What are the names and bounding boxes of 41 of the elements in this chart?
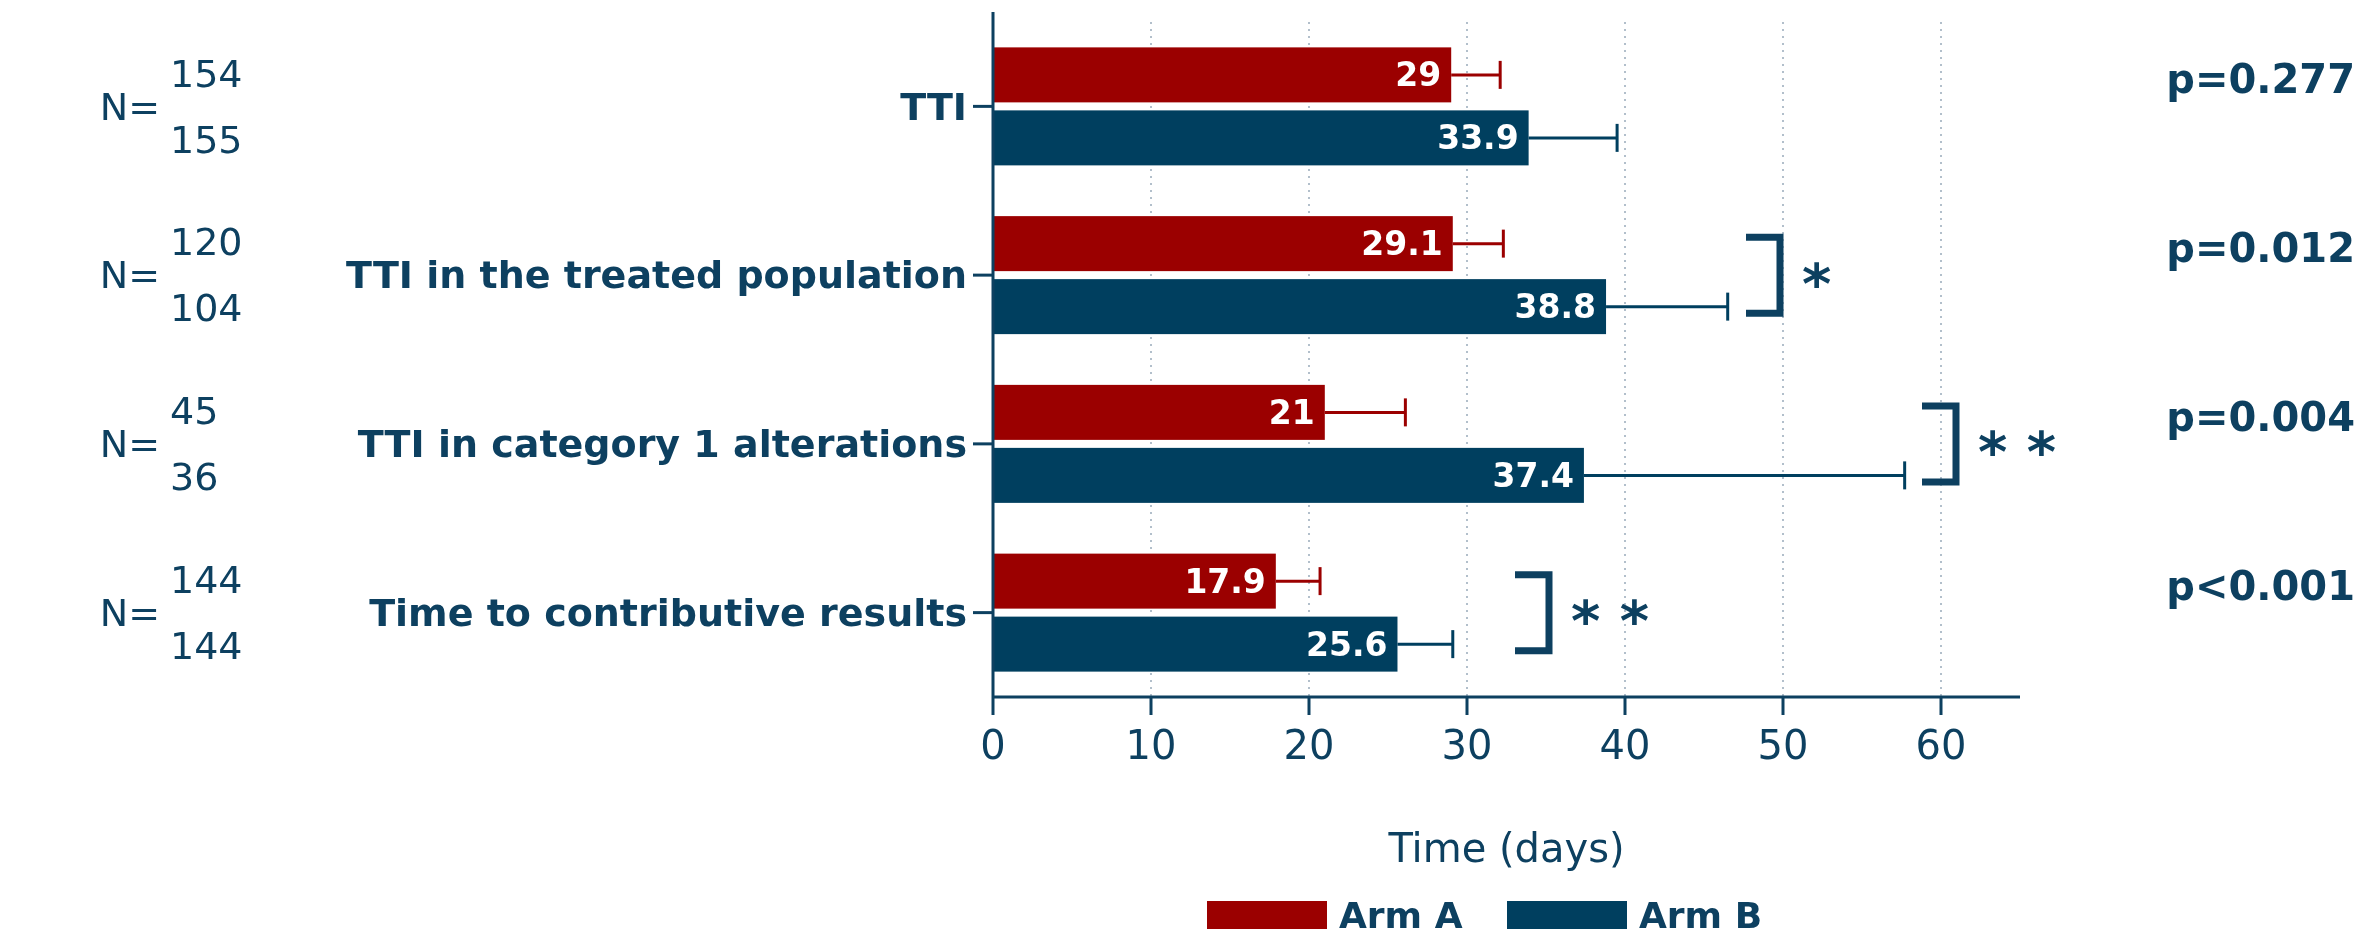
- x-axis-title: Time (days): [1387, 825, 1625, 871]
- annotation: *: [1802, 250, 1832, 316]
- x-tick-label: 10: [1125, 722, 1177, 768]
- y-tick-label: TTI in category 1 alterations: [357, 422, 967, 467]
- data-label: 25.6: [1306, 624, 1388, 664]
- text: 36: [170, 455, 219, 500]
- text: N=: [99, 84, 160, 129]
- x-tick-label: 50: [1757, 722, 1809, 768]
- x-tick-label: 40: [1599, 722, 1651, 768]
- text: 144: [170, 623, 243, 668]
- y-tick-label: Time to contributive results: [369, 590, 967, 635]
- data-label: 17.9: [1184, 561, 1266, 601]
- legend-label: Arm A: [1339, 894, 1463, 936]
- text: 155: [170, 117, 243, 162]
- y-tick-label: TTI in the treated population: [346, 253, 967, 298]
- data-label: 33.9: [1437, 118, 1519, 158]
- text: N=: [99, 422, 160, 467]
- text: 144: [170, 557, 243, 602]
- text: 104: [170, 286, 243, 331]
- text: 45: [170, 389, 219, 434]
- x-tick-label: 30: [1441, 722, 1493, 768]
- legend-label: Arm B: [1639, 894, 1763, 936]
- text: 120: [170, 220, 243, 265]
- data-label: 29: [1395, 55, 1442, 95]
- x-tick-label: 60: [1915, 722, 1967, 768]
- x-tick-label: 0: [980, 722, 1006, 768]
- annotation: * *: [1978, 419, 2057, 485]
- data-label: 38.8: [1514, 287, 1597, 327]
- text: 154: [170, 51, 243, 96]
- text: p=0.277: [2166, 56, 2355, 103]
- data-label: 37.4: [1492, 455, 1574, 495]
- text: p=0.004: [2166, 393, 2355, 440]
- text: N=: [99, 590, 160, 635]
- text: p<0.001: [2166, 562, 2355, 609]
- text: N=: [99, 253, 160, 298]
- annotation: * *: [1571, 588, 1650, 654]
- text: p=0.012: [2166, 225, 2355, 272]
- y-tick-label: TTI: [900, 84, 967, 129]
- data-label: 21: [1268, 392, 1315, 432]
- x-tick-label: 20: [1283, 722, 1335, 768]
- data-label: 29.1: [1361, 224, 1443, 264]
